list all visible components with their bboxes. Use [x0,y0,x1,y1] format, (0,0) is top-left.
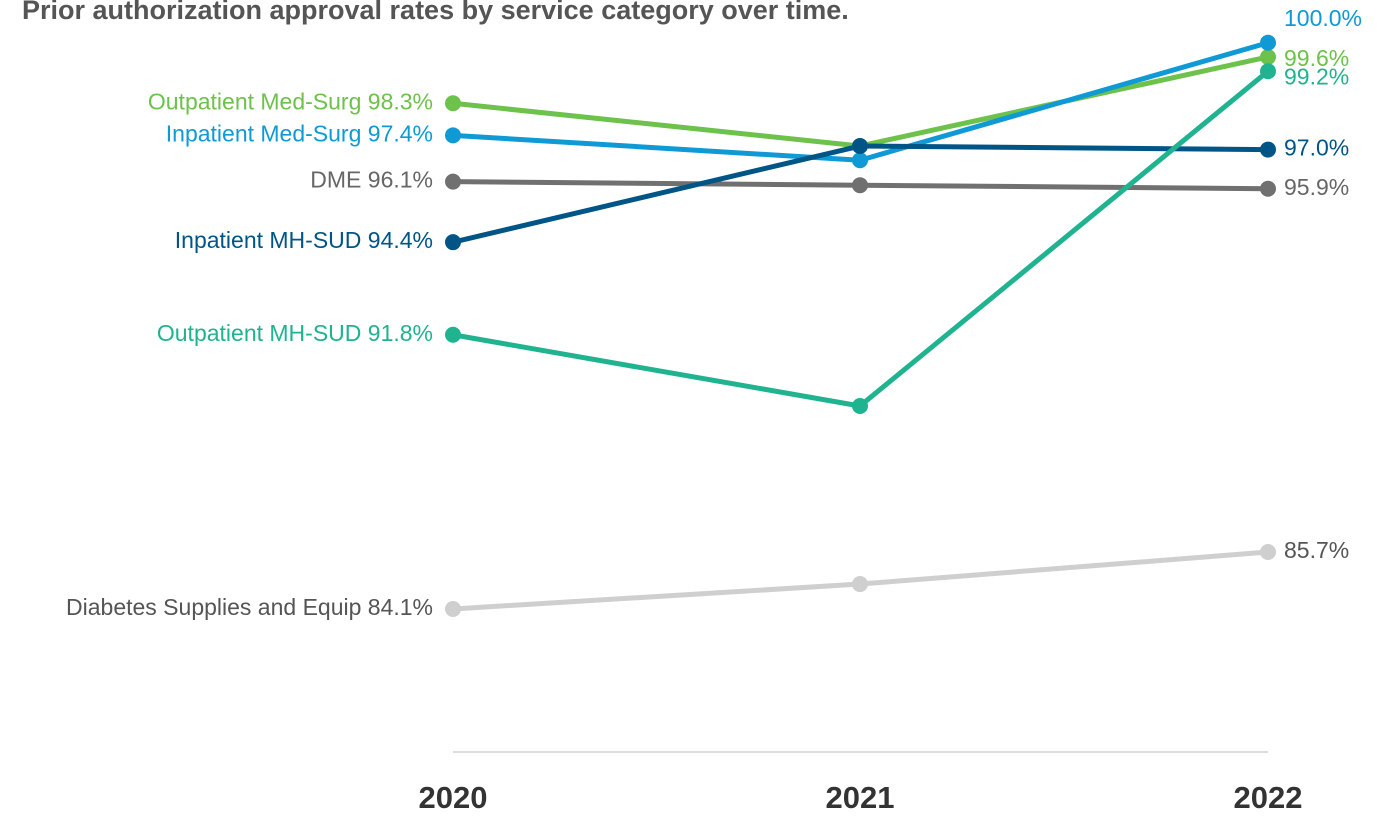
series-name: Diabetes Supplies and Equip [66,594,361,620]
point [852,152,868,169]
start-label: Outpatient Med-Surg 98.3% [148,88,433,114]
start-label: Diabetes Supplies and Equip 84.1% [66,594,433,620]
series-name: DME [310,167,361,193]
chart-title: Prior authorization approval rates by se… [22,0,849,25]
start-label: DME 96.1% [310,167,433,193]
value-label: 94.4% [368,227,433,253]
series-line [452,54,1269,149]
series-name: Inpatient MH-SUD [175,227,362,253]
point [1260,180,1276,197]
point [445,600,461,617]
series-name: Inpatient Med-Surg [166,120,362,146]
x-tick-label: 2022 [1234,780,1303,815]
point [1260,544,1276,561]
series-line [452,69,1270,409]
value-label: 96.1% [368,167,433,193]
value-label: 98.3% [368,88,433,114]
end-label: 97.0% [1284,135,1349,161]
point [1260,48,1276,65]
end-label: 100.0% [1284,5,1362,31]
start-label: Inpatient MH-SUD 94.4% [175,227,433,253]
series-name: Outpatient MH-SUD [157,320,362,346]
end-label: 99.2% [1284,63,1349,89]
point [1260,63,1276,80]
series-name: Outpatient Med-Surg [148,88,362,114]
point [852,138,868,155]
point [1260,34,1276,51]
value-label: 91.8% [368,320,433,346]
value-label: 84.1% [368,594,433,620]
point [445,173,461,190]
start-label: Inpatient Med-Surg 97.4% [166,120,433,146]
point [852,576,868,593]
point [852,397,868,414]
point [852,177,868,194]
point [1260,141,1276,158]
point [445,127,461,144]
point [445,234,461,251]
end-label: 99.6% [1284,45,1349,71]
end-label: 85.7% [1284,537,1349,563]
point [445,95,461,112]
x-tick-label: 2020 [419,780,488,815]
end-label: 95.9% [1284,174,1349,200]
start-label: Outpatient MH-SUD 91.8% [157,320,433,346]
point [445,326,461,343]
x-tick-label: 2021 [826,780,895,815]
value-label: 97.4% [368,120,433,146]
